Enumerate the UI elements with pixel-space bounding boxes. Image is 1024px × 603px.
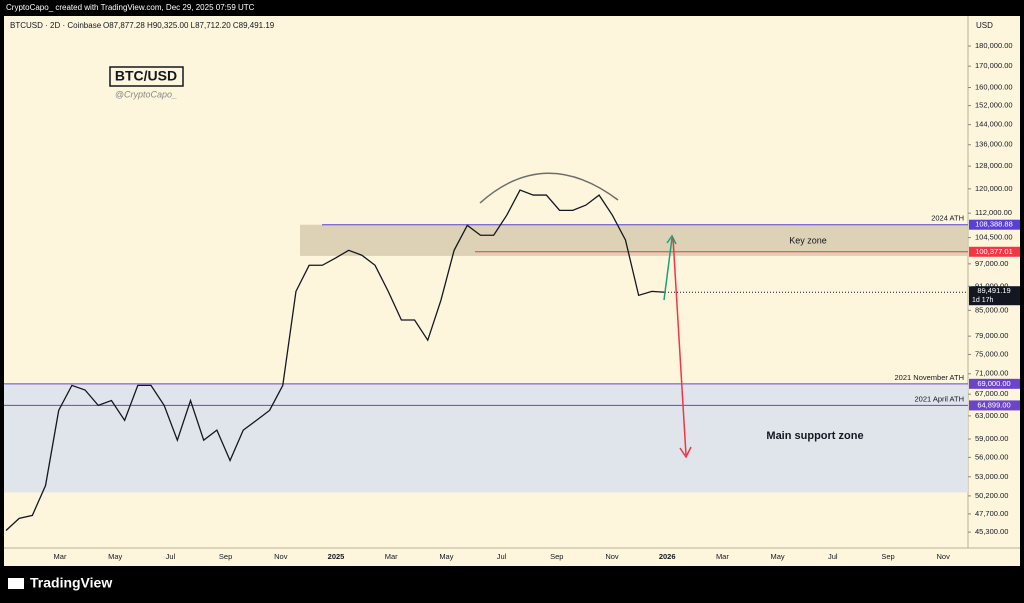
y-tick-label: 144,000.00 [975, 120, 1013, 129]
level-note: 2024 ATH [931, 214, 964, 223]
logo-mark [8, 578, 24, 589]
up-arrow [663, 234, 677, 301]
y-tick-label: 71,000.00 [975, 369, 1008, 378]
y-tick-label: 45,300.00 [975, 527, 1008, 536]
down-arrow [672, 237, 692, 459]
x-tick-label: 2026 [659, 552, 676, 561]
y-tick-label: 120,000.00 [975, 184, 1013, 193]
x-tick-label: Mar [716, 552, 729, 561]
x-tick-label: Nov [937, 552, 951, 561]
zone [300, 224, 968, 256]
currency: USD [976, 21, 993, 30]
x-tick-label: Sep [881, 552, 894, 561]
zone-label: Main support zone [766, 430, 863, 442]
y-tick-label: 136,000.00 [975, 140, 1013, 149]
x-tick-label: May [771, 552, 785, 561]
footer-brand: TradingView [30, 575, 112, 591]
y-tick-label: 63,000.00 [975, 411, 1008, 420]
y-tick-label: 112,000.00 [975, 208, 1012, 217]
y-tick-label: 75,000.00 [975, 349, 1008, 358]
series [5, 189, 666, 532]
chart-title: BTC/USD [115, 68, 177, 84]
y-tick-label: 97,000.00 [975, 259, 1008, 268]
x-tick-label: Sep [219, 552, 232, 561]
price-line [5, 189, 666, 532]
zones: Key zone Main support zone [4, 224, 968, 493]
level-note: 2021 April ATH [915, 394, 964, 403]
y-tick-label: 50,200.00 [975, 491, 1008, 500]
level-note: 2021 November ATH [895, 373, 964, 382]
level-badge [969, 378, 1020, 389]
y-tick-label: 59,000.00 [975, 434, 1008, 443]
ohlc: O87,877.28 H90,325.00 L87,712.20 C89,491… [103, 21, 275, 30]
y-tick-label: 160,000.00 [975, 82, 1013, 91]
x-tick-label: May [439, 552, 453, 561]
x-tick-label: Jul [828, 552, 838, 561]
zone [4, 383, 968, 493]
y-tick-label: 85,000.00 [975, 305, 1008, 314]
ticks: 180,000.00 170,000.00 160,000.00 152,000.00… [54, 41, 1013, 561]
level-badge [969, 246, 1020, 257]
level-badge-label: 100,377.01 [975, 247, 1013, 256]
x-tick-label: Sep [550, 552, 563, 561]
x-tick-label: Jul [166, 552, 176, 561]
y-tick-label: 180,000.00 [975, 41, 1013, 50]
level-badge-label: 64,899.00 [977, 400, 1010, 409]
y-tick-label: 56,000.00 [975, 452, 1008, 461]
y-tick-label: 91,000.00 [975, 281, 1008, 290]
x-tick-label: Mar [385, 552, 398, 561]
countdown: 1d 17h [972, 297, 994, 304]
y-tick-label: 104,500.00 [975, 233, 1013, 242]
x-tick-label: Jul [497, 552, 507, 561]
x-tick-label: May [108, 552, 122, 561]
level-badge [969, 400, 1020, 411]
y-tick-label: 128,000.00 [975, 161, 1013, 170]
level-badge [969, 219, 1020, 230]
x-tick-label: 2025 [328, 552, 345, 561]
zone-label: Key zone [789, 236, 827, 246]
title-box [109, 66, 184, 87]
pattern-arc [479, 172, 619, 204]
header: CryptoCapo_ created with TradingView.com… [6, 3, 255, 12]
y-tick-label: 47,700.00 [975, 509, 1008, 518]
last-price-label: 89,491.19 [977, 286, 1010, 295]
y-tick-label: 170,000.00 [975, 61, 1013, 70]
last-price-badge [969, 286, 1020, 306]
level-badge-label: 108,388.88 [975, 220, 1013, 229]
y-tick-label: 53,000.00 [975, 472, 1008, 481]
chart-subtitle: @CryptoCapo_ [115, 89, 177, 99]
x-tick-label: Mar [54, 552, 67, 561]
x-tick-label: Nov [274, 552, 288, 561]
y-tick-label: 79,000.00 [975, 331, 1008, 340]
y-tick-label: 67,000.00 [975, 389, 1008, 398]
y-tick-label: 152,000.00 [975, 101, 1013, 110]
level-badge-label: 69,000.00 [977, 379, 1010, 388]
symbol-info: BTCUSD · 2D · Coinbase [10, 21, 102, 30]
x-tick-label: Nov [605, 552, 619, 561]
